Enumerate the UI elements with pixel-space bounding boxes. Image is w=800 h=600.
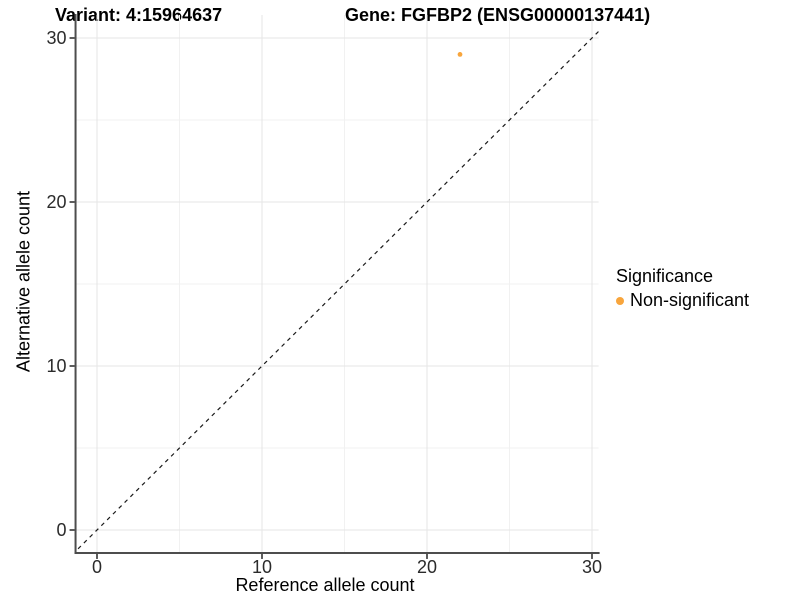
x-axis-label: Reference allele count [235, 575, 415, 595]
legend-title: Significance [616, 266, 714, 286]
y-tick-label: 10 [47, 356, 67, 376]
y-tick-label: 20 [47, 192, 67, 212]
legend-item-non-significant: Non-significant [616, 290, 749, 311]
data-point [457, 52, 463, 57]
legend-dot-icon [616, 296, 624, 305]
y-axis-label: Alternative allele count [13, 190, 34, 373]
x-tick-label: 20 [417, 557, 437, 577]
x-tick-label: 0 [92, 557, 102, 577]
legend-item-label: Non-significant [630, 290, 750, 310]
x-tick-label: 10 [252, 557, 272, 577]
identity-dashed-line [75, 30, 599, 553]
legend: Significance Non-significant [616, 266, 749, 311]
plot-title-gene: Gene: FGFBP2 (ENSG00000137441) [345, 5, 651, 25]
y-tick-label: 0 [57, 520, 67, 540]
x-tick-label: 30 [582, 557, 602, 577]
y-tick-label: 30 [47, 28, 67, 48]
